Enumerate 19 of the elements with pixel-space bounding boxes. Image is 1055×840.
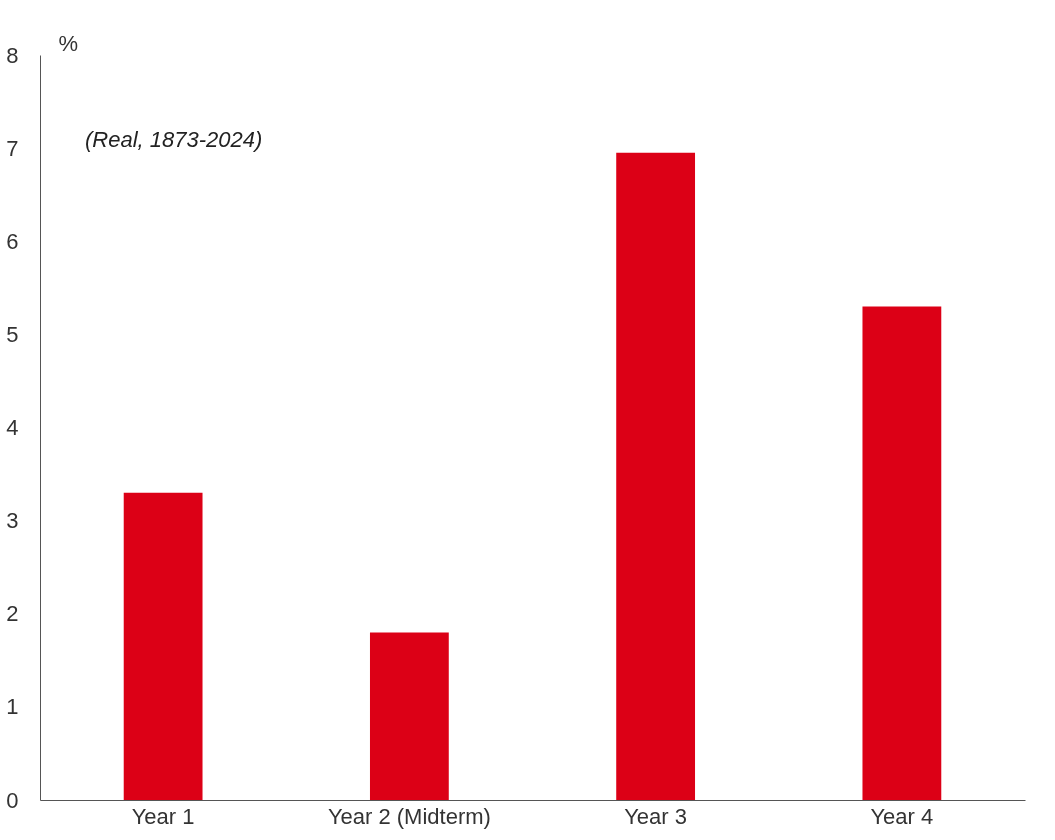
- y-tick-label: 2: [6, 601, 19, 627]
- y-tick-label: 1: [6, 694, 19, 720]
- annotation: (Real, 1873-2024): [85, 127, 263, 152]
- y-tick-label: 4: [6, 415, 19, 440]
- y-tick-label: 0: [6, 787, 19, 813]
- x-tick-label: Year 3: [624, 803, 688, 829]
- x-tick-label: Year 1: [131, 803, 195, 829]
- bar: [369, 632, 449, 800]
- y-tick-label: 6: [6, 228, 19, 254]
- bar: [616, 152, 696, 800]
- y-tick-label: 5: [6, 321, 19, 347]
- y-tick-label: 3: [6, 508, 19, 534]
- y-axis-title: %: [58, 30, 79, 56]
- y-tick-label: 8: [6, 42, 19, 68]
- x-tick-label: Year 2 (Midterm): [327, 803, 491, 829]
- x-tick-label: Year 4: [870, 803, 934, 829]
- y-tick-label: 7: [6, 135, 19, 161]
- bar: [862, 306, 942, 800]
- bar: [123, 492, 203, 800]
